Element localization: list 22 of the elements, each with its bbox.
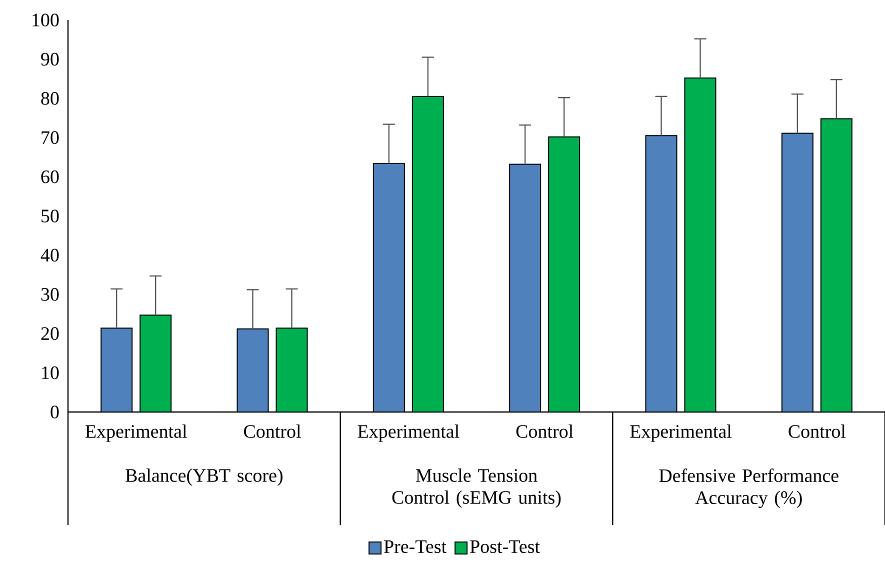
text: Muscle Tension Control (sEMG units) <box>392 468 561 508</box>
text: Defensive Performance Accuracy (%) <box>659 468 838 508</box>
text: Balance(YBT score) <box>126 468 282 486</box>
y-tick-label: 10 <box>42 366 59 380</box>
x-tick-label: Experimental <box>630 424 732 442</box>
y-tick-label: 70 <box>42 131 59 144</box>
y-tick-label: 80 <box>41 92 59 105</box>
y-tick-label: 30 <box>41 288 59 301</box>
y-tick-label: 50 <box>42 210 59 222</box>
x-tick-label: Experimental <box>358 424 460 442</box>
legend-label: Pre-Test <box>384 540 446 554</box>
y-tick-label: 0 <box>50 406 59 418</box>
x-tick-label: Experimental <box>85 424 187 442</box>
y-tick-label: 20 <box>41 327 59 340</box>
x-tick-label: Control <box>244 424 301 438</box>
y-tick-label: 100 <box>32 14 59 26</box>
legend-label: Post-Test <box>470 540 540 554</box>
x-tick-label: Control <box>788 424 846 438</box>
y-tick-label: 90 <box>41 52 59 66</box>
x-tick-label: Control <box>516 424 574 438</box>
y-tick-label: 40 <box>40 248 59 262</box>
y-tick-label: 60 <box>41 170 59 184</box>
